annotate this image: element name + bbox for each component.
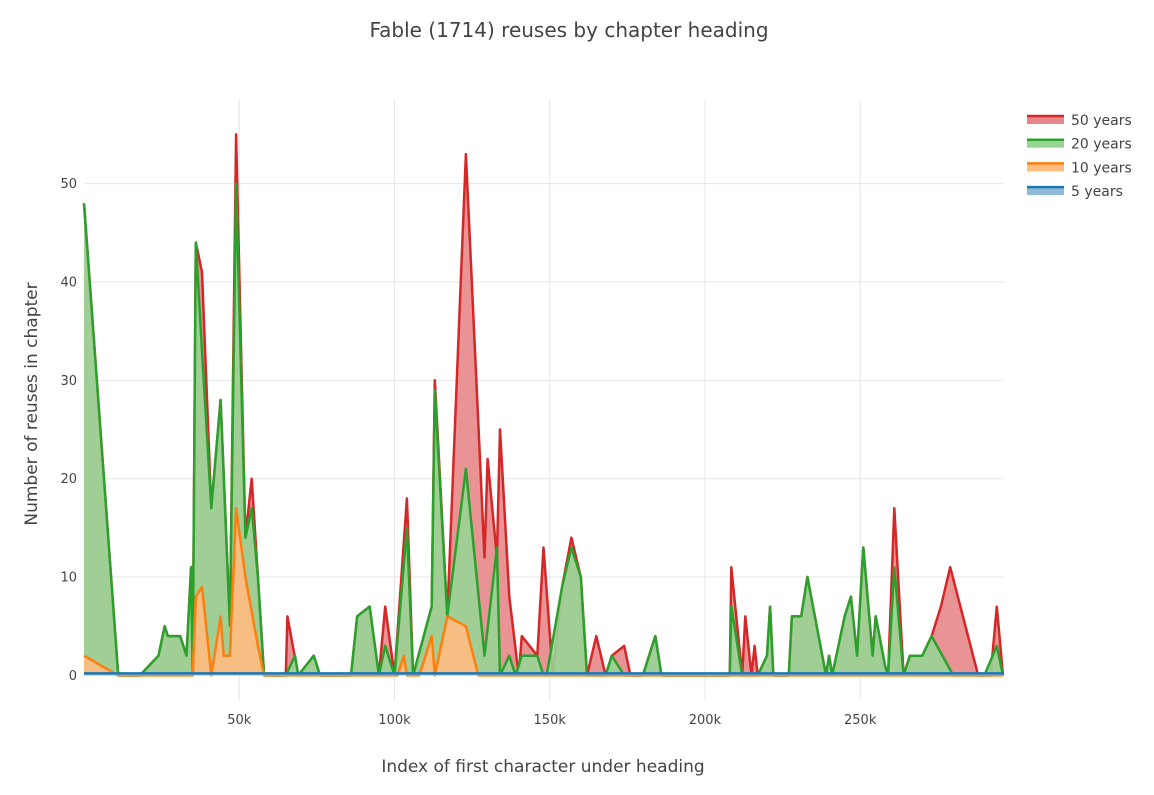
series-layer xyxy=(82,133,1005,677)
x-axis-ticks: 50k 100k 150k 200k 250k xyxy=(227,713,877,728)
legend-label-3: 5 years xyxy=(1071,184,1123,200)
x-axis-title: Index of first character under heading xyxy=(381,757,704,777)
y-tick-label-3: 30 xyxy=(60,374,77,389)
y-tick-label-5: 50 xyxy=(60,177,77,192)
y-axis-title: Number of reuses in chapter xyxy=(22,282,42,525)
y-tick-label-4: 40 xyxy=(60,275,77,290)
legend-item-1[interactable]: 20 years xyxy=(1027,137,1132,153)
legend[interactable]: 50 years 20 years 10 years 5 years xyxy=(1027,113,1132,200)
x-tick-label-1: 100k xyxy=(378,713,411,728)
legend-label-2: 10 years xyxy=(1071,160,1132,176)
y-axis-ticks: 0 10 20 30 40 50 xyxy=(60,177,77,684)
x-tick-label-0: 50k xyxy=(227,713,252,728)
legend-swatch-1 xyxy=(1027,139,1064,148)
y-tick-label-0: 0 xyxy=(69,669,77,684)
legend-label-1: 20 years xyxy=(1071,137,1132,153)
series-line-1 xyxy=(82,182,1005,677)
legend-swatch-2 xyxy=(1027,163,1064,172)
legend-item-2[interactable]: 10 years xyxy=(1027,160,1132,176)
x-tick-label-3: 200k xyxy=(689,713,722,728)
series-line-2 xyxy=(83,506,1003,677)
legend-label-0: 50 years xyxy=(1071,113,1132,129)
legend-item-0[interactable]: 50 years xyxy=(1027,113,1132,129)
legend-swatch-0 xyxy=(1027,116,1064,124)
y-tick-label-2: 20 xyxy=(60,472,77,487)
x-tick-label-4: 250k xyxy=(844,713,877,728)
x-tick-label-2: 150k xyxy=(534,713,567,728)
legend-item-3[interactable]: 5 years xyxy=(1027,184,1123,200)
legend-swatch-3 xyxy=(1027,187,1064,196)
y-tick-label-1: 10 xyxy=(60,571,77,586)
chart-title: Fable (1714) reuses by chapter heading xyxy=(369,18,768,42)
